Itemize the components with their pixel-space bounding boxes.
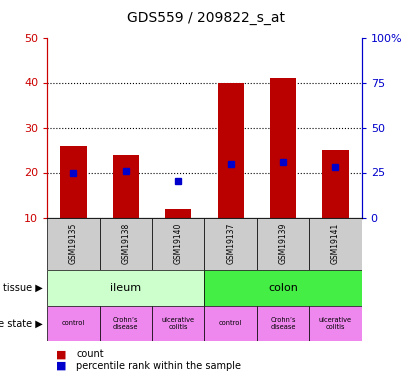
Text: ■: ■	[55, 361, 66, 371]
Text: GSM19140: GSM19140	[174, 223, 183, 264]
Bar	[309, 217, 362, 270]
Bar	[270, 78, 296, 218]
Bar	[100, 306, 152, 341]
Bar	[47, 306, 100, 341]
Bar	[257, 217, 309, 270]
Text: control: control	[62, 320, 85, 326]
Bar	[257, 306, 309, 341]
Bar	[152, 306, 205, 341]
Text: Crohn’s
disease: Crohn’s disease	[113, 317, 139, 330]
Bar	[205, 217, 257, 270]
Text: GDS559 / 209822_s_at: GDS559 / 209822_s_at	[127, 11, 284, 25]
Text: control: control	[219, 320, 242, 326]
Bar	[152, 217, 205, 270]
Bar	[113, 154, 139, 218]
Text: Crohn’s
disease: Crohn’s disease	[270, 317, 296, 330]
Text: GSM19137: GSM19137	[226, 223, 235, 264]
Bar	[47, 217, 100, 270]
Text: disease state ▶: disease state ▶	[0, 318, 43, 328]
Bar	[205, 306, 257, 341]
Text: ulcerative
colitis: ulcerative colitis	[319, 317, 352, 330]
Bar	[100, 217, 152, 270]
Text: count: count	[76, 349, 104, 359]
Text: ■: ■	[55, 349, 66, 359]
Bar	[309, 306, 362, 341]
Text: percentile rank within the sample: percentile rank within the sample	[76, 361, 241, 371]
Text: GSM19141: GSM19141	[331, 223, 340, 264]
Bar	[47, 270, 205, 306]
Bar	[322, 150, 349, 217]
Text: ulcerative
colitis: ulcerative colitis	[162, 317, 195, 330]
Bar	[205, 270, 362, 306]
Text: GSM19139: GSM19139	[279, 223, 288, 264]
Text: GSM19135: GSM19135	[69, 223, 78, 264]
Bar	[165, 209, 192, 218]
Bar	[217, 82, 244, 218]
Text: colon: colon	[268, 283, 298, 293]
Text: tissue ▶: tissue ▶	[3, 283, 43, 293]
Text: GSM19138: GSM19138	[121, 223, 130, 264]
Text: ileum: ileum	[110, 283, 141, 293]
Bar	[60, 146, 87, 218]
